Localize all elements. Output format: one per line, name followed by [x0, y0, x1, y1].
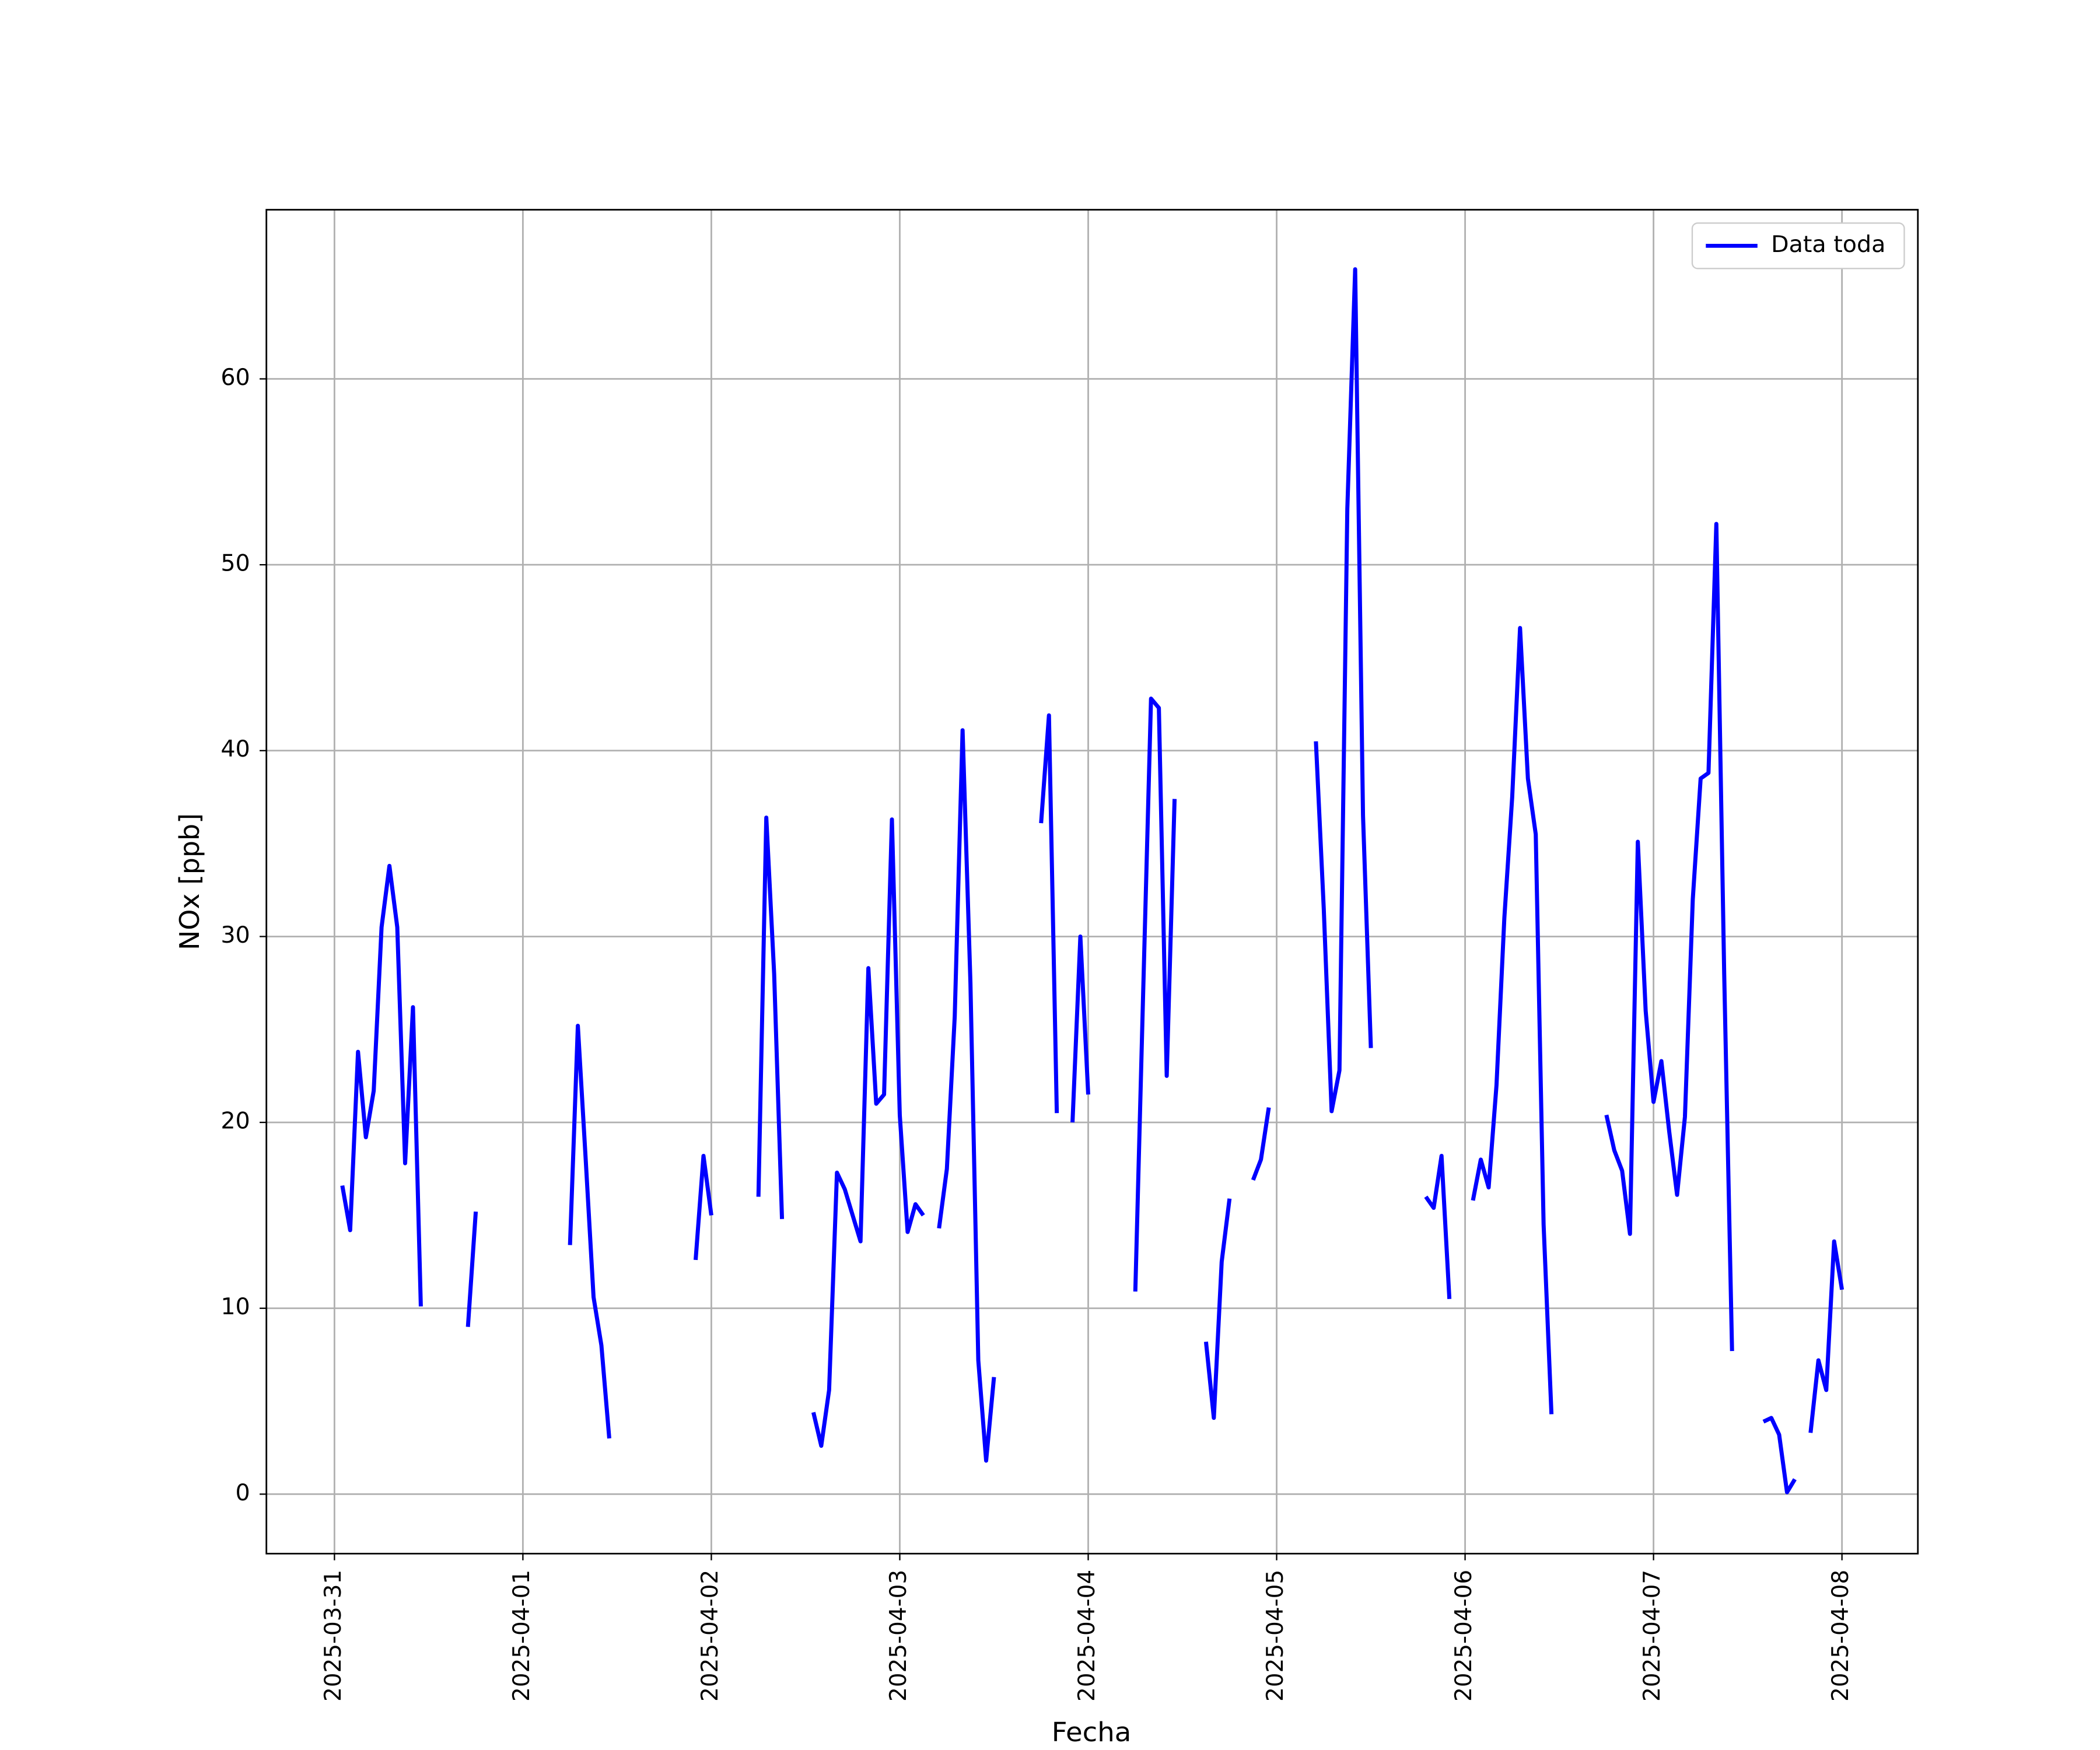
plot-area [340, 267, 1845, 1494]
legend-box [1691, 222, 1905, 270]
y-tick-label: 50 [220, 551, 250, 577]
x-tick-label: 2025-04-07 [1639, 1570, 1665, 1702]
y-tick-label: 20 [220, 1108, 250, 1135]
x-tick-label: 2025-04-04 [1074, 1570, 1100, 1702]
y-tick-label: 60 [220, 365, 250, 391]
y-axis-label: NOx [ppb] [174, 813, 205, 950]
y-tick-label: 40 [220, 737, 250, 763]
x-tick-label: 2025-04-08 [1828, 1570, 1854, 1702]
y-tick-label: 10 [220, 1294, 250, 1320]
x-tick-label: 2025-04-03 [886, 1570, 912, 1702]
x-tick-label: 2025-03-31 [320, 1570, 346, 1702]
x-tick-label: 2025-04-05 [1262, 1570, 1289, 1702]
x-tick-label: 2025-04-01 [509, 1570, 535, 1702]
legend-label: Data toda [1771, 232, 1885, 258]
x-tick-label: 2025-04-06 [1451, 1570, 1477, 1702]
x-tick-label: 2025-04-02 [697, 1570, 723, 1702]
y-tick-label: 30 [220, 922, 250, 949]
axes-frame [265, 209, 1919, 1555]
y-tick-label: 0 [236, 1480, 250, 1506]
legend: Data toda [1691, 222, 1905, 270]
data-line [340, 267, 1845, 1494]
x-axis-label: Fecha [1052, 1716, 1132, 1748]
grid [266, 209, 1918, 1554]
